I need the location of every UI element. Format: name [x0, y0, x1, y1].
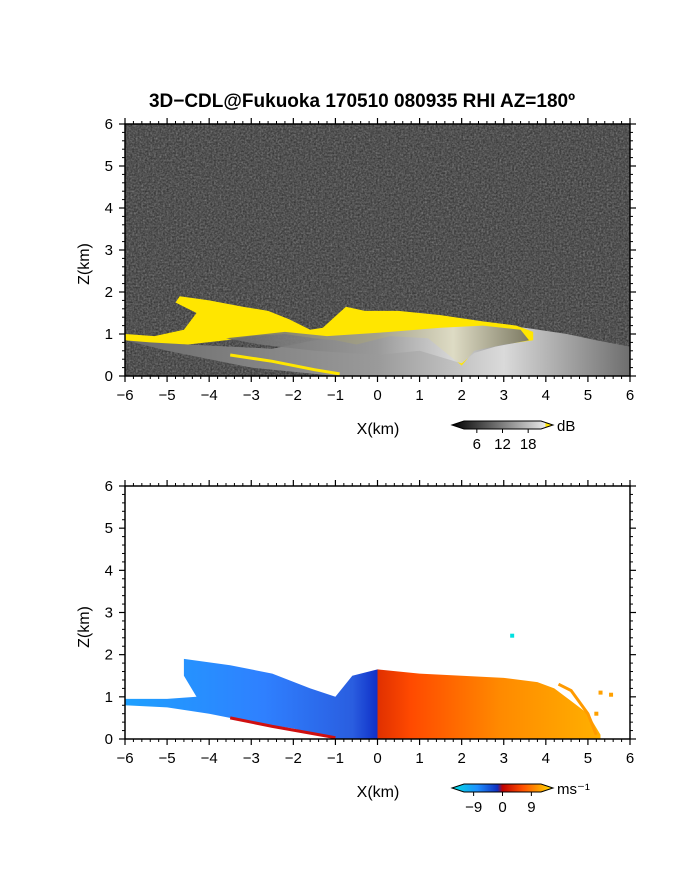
chart-title: 3D−CDL@Fukuoka 170510 080935 RHI AZ=180º: [149, 91, 575, 112]
colorbar-tick-label: 6: [473, 436, 481, 453]
y-tick-label: 6: [105, 478, 113, 495]
velocity-positive-region: [377, 669, 601, 739]
y-tick-label: 1: [105, 689, 113, 706]
p2-velocity-layer: [125, 633, 614, 740]
colorbar-tick-label: 12: [494, 436, 511, 453]
y-tick-label: 1: [105, 326, 113, 343]
x-tick-label: −2: [285, 387, 302, 404]
velocity-colorbar: −9 0 9 ms⁻¹: [450, 781, 590, 816]
y-tick-label: 3: [105, 605, 113, 622]
p1-echo-layer: [125, 296, 630, 376]
colorbar-tick-label: 0: [498, 799, 506, 816]
inner-echo-region: [226, 325, 529, 364]
y-tick-label: 5: [105, 520, 113, 537]
strong-echo-streak: [229, 353, 340, 376]
p2-ylabel: Z(km): [76, 606, 93, 648]
p2-xlabel: X(km): [357, 784, 400, 801]
velocity-outlier-point: [598, 690, 603, 695]
colorbar-bar: [450, 420, 555, 430]
strong-echo-region: [125, 296, 534, 366]
colorbar-unit: ms⁻¹: [557, 781, 590, 798]
velocity-negative-region: [125, 658, 378, 739]
x-tick-label: −3: [243, 750, 260, 767]
x-tick-label: −1: [327, 750, 344, 767]
x-tick-label: −1: [327, 387, 344, 404]
x-tick-label: −2: [285, 750, 302, 767]
x-tick-label: 3: [500, 750, 508, 767]
x-tick-label: −4: [201, 387, 218, 404]
y-tick-label: 4: [105, 200, 113, 217]
colorbar-tick-label: 18: [520, 436, 537, 453]
colorbar-tick-label: −9: [465, 799, 482, 816]
reflectivity-colorbar: 6 12 18 dB: [450, 418, 575, 453]
p1-ticks: −6 −5 −4 −3 −2 −1 0 1 2 3 4 5 6 0 1 2 3 4 5 6: [105, 116, 636, 404]
y-tick-label: 2: [105, 647, 113, 664]
p1-xlabel: X(km): [357, 421, 400, 438]
x-tick-label: 6: [626, 387, 634, 404]
y-tick-label: 6: [105, 116, 113, 133]
p2-ticks: −6 −5 −4 −3 −2 −1 0 1 2 3 4 5 6 0 1 2 3 4 5 6: [105, 478, 636, 767]
x-tick-label: 2: [457, 750, 465, 767]
velocity-front-streak: [557, 682, 598, 736]
y-tick-label: 0: [105, 368, 113, 385]
x-tick-label: −5: [159, 750, 176, 767]
x-tick-label: 4: [542, 750, 550, 767]
velocity-panel: −6 −5 −4 −3 −2 −1 0 1 2 3 4 5 6 0 1 2 3 4 5 6 X(km) Z(km) −…: [76, 478, 636, 816]
velocity-red-streak: [229, 716, 336, 740]
x-tick-label: 1: [415, 750, 423, 767]
x-tick-label: 5: [584, 387, 592, 404]
x-tick-label: 6: [626, 750, 634, 767]
velocity-outlier-point: [510, 633, 515, 638]
x-tick-label: 5: [584, 750, 592, 767]
velocity-outlier-point: [594, 711, 599, 716]
x-tick-label: −6: [116, 750, 133, 767]
p1-ylabel: Z(km): [76, 243, 93, 285]
y-tick-label: 0: [105, 731, 113, 748]
x-tick-label: 4: [542, 387, 550, 404]
x-tick-label: 1: [415, 387, 423, 404]
y-tick-label: 4: [105, 562, 113, 579]
y-tick-label: 3: [105, 242, 113, 259]
x-tick-label: 2: [457, 387, 465, 404]
x-tick-label: −4: [201, 750, 218, 767]
colorbar-tick-label: 9: [527, 799, 535, 816]
x-tick-label: −5: [159, 387, 176, 404]
x-tick-label: 0: [373, 750, 381, 767]
x-tick-label: 3: [500, 387, 508, 404]
x-tick-label: 0: [373, 387, 381, 404]
x-tick-label: −3: [243, 387, 260, 404]
y-tick-label: 5: [105, 158, 113, 175]
velocity-outlier-point: [609, 692, 614, 697]
y-tick-label: 2: [105, 284, 113, 301]
colorbar-unit: dB: [557, 418, 575, 435]
colorbar-bar: [450, 783, 555, 793]
x-tick-label: −6: [116, 387, 133, 404]
